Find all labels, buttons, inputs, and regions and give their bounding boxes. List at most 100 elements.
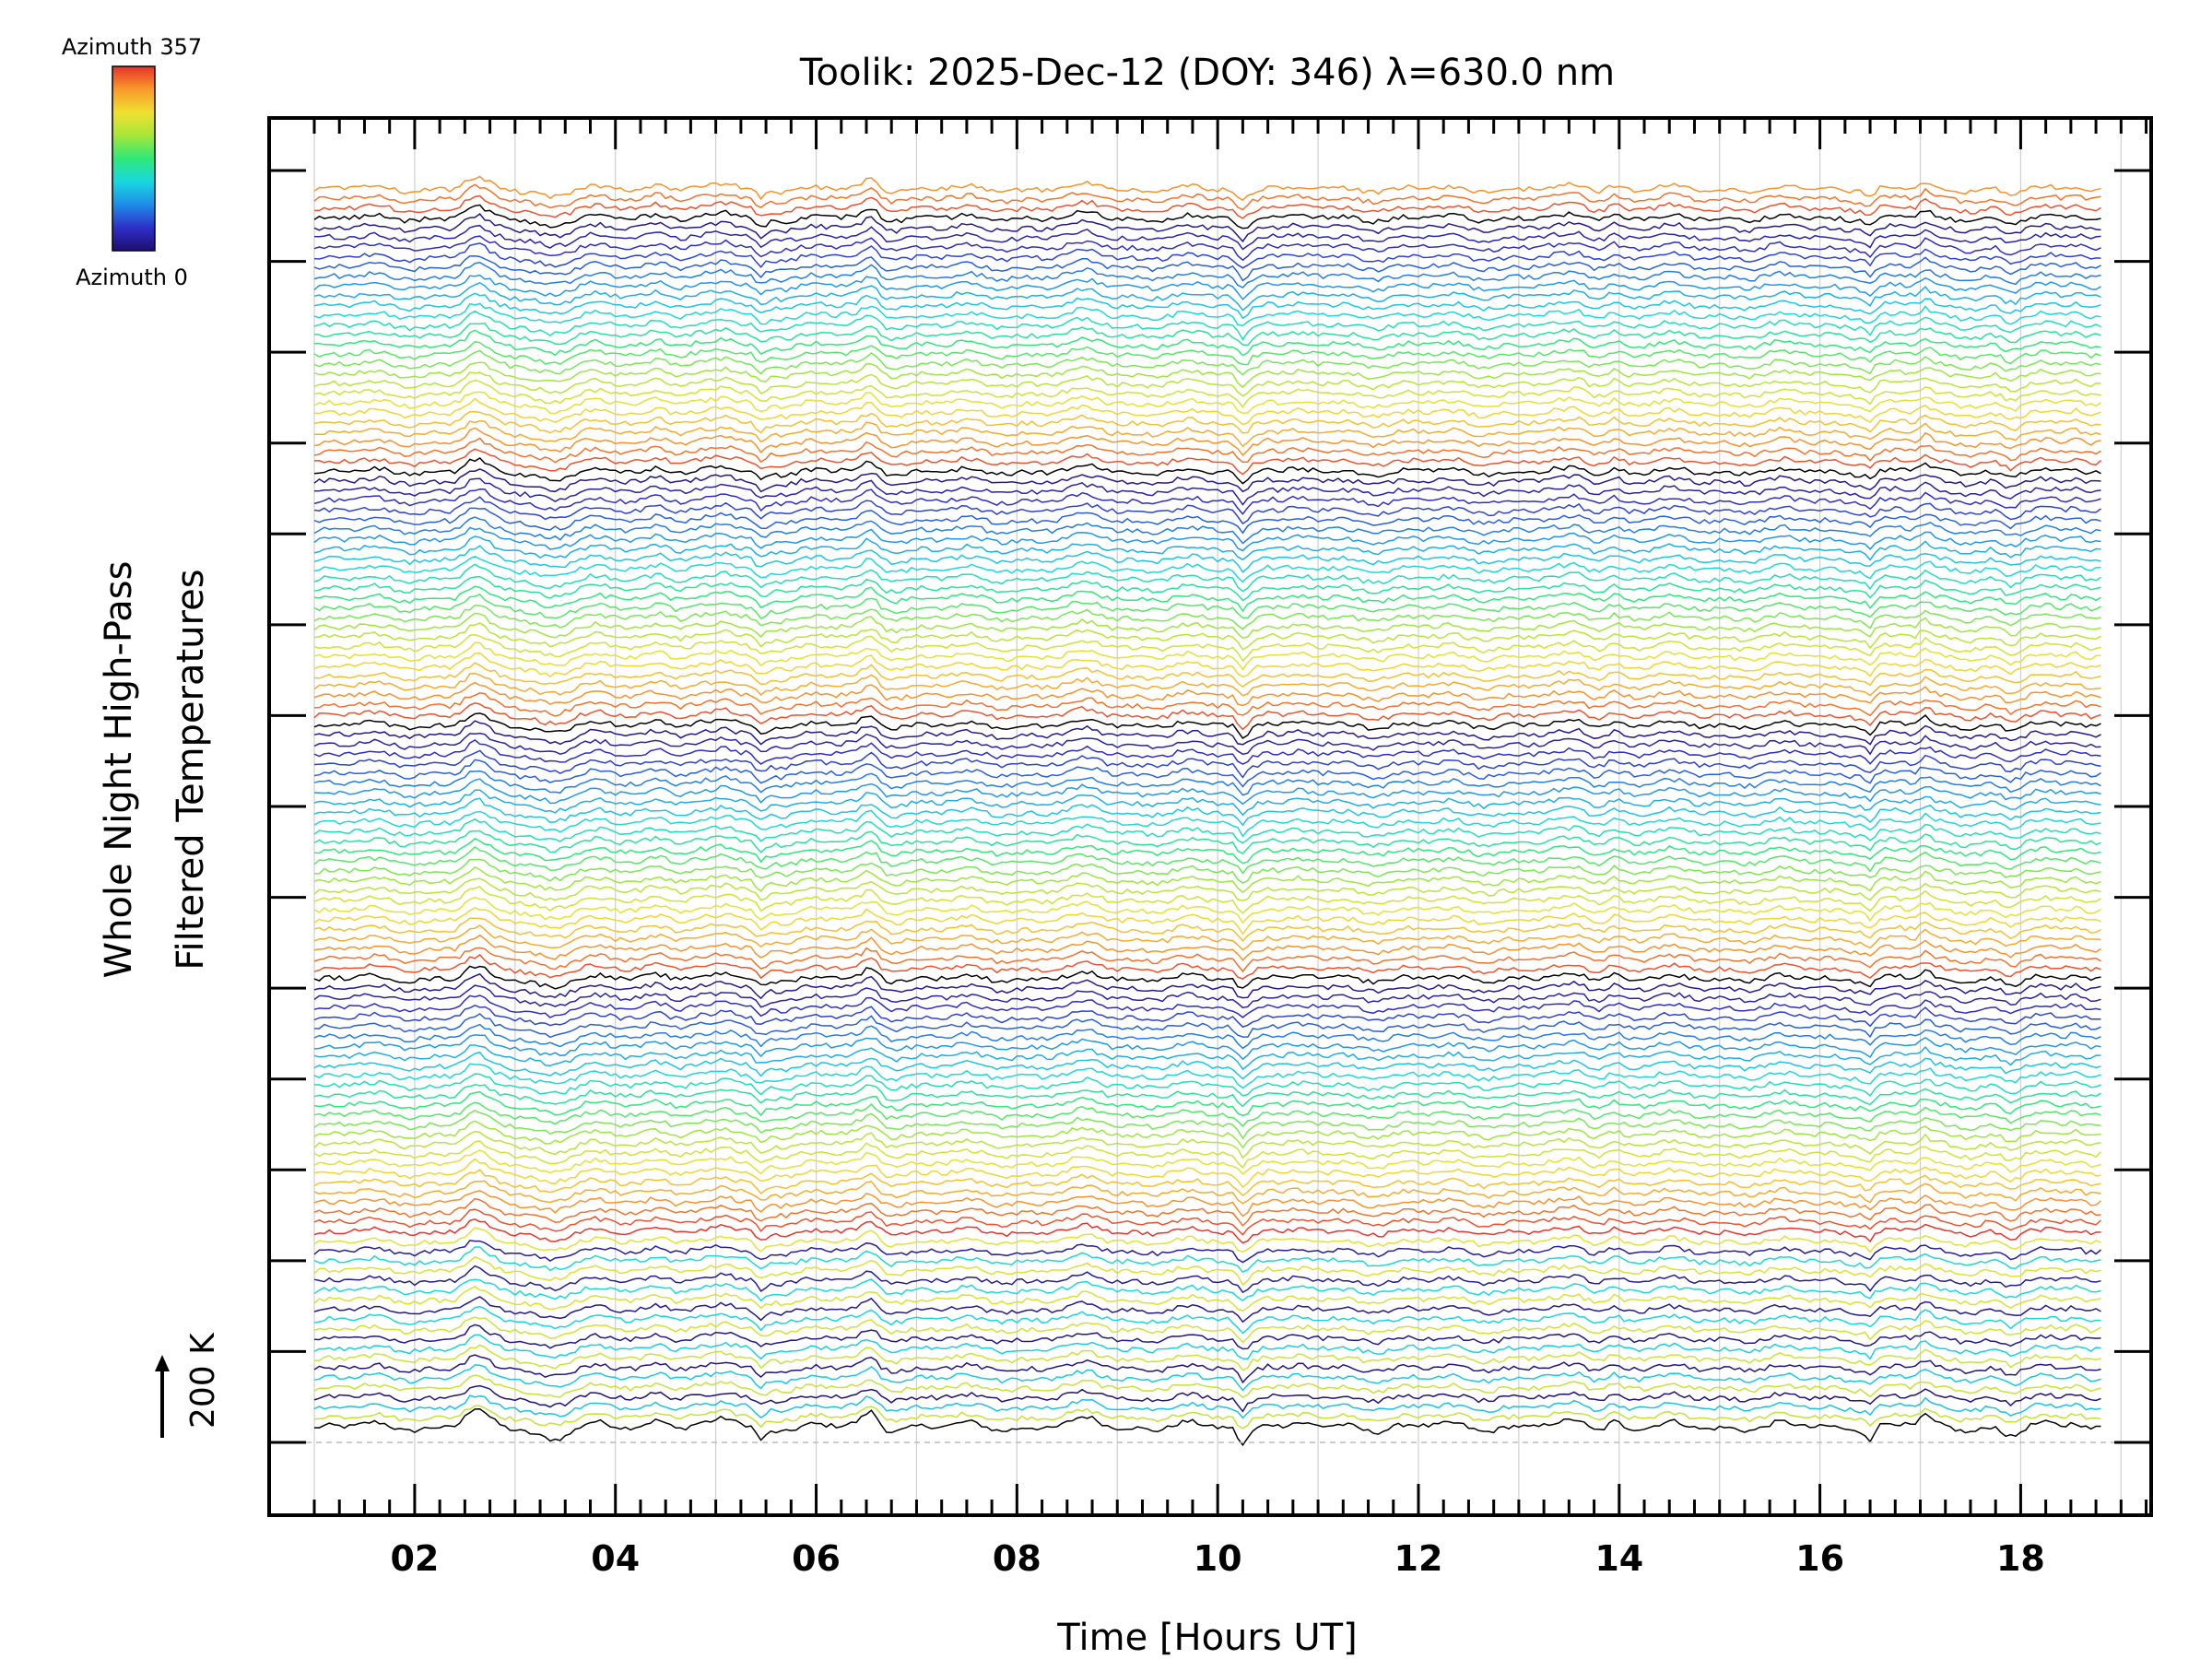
- series-line: [313, 947, 2101, 973]
- series-line: [313, 1190, 2101, 1218]
- x-tick-label: 14: [1594, 1538, 1643, 1579]
- series-line: [313, 633, 2101, 663]
- vertical-gridlines: [313, 122, 2122, 1512]
- series-line: [313, 457, 2101, 485]
- series-line: [313, 496, 2101, 525]
- series-line: [313, 329, 2101, 357]
- plot-frame: [267, 116, 2153, 1517]
- series-line: [313, 545, 2101, 573]
- series-line: [313, 361, 2101, 389]
- series-line: [313, 1139, 2102, 1170]
- axis-ticks: [269, 118, 2151, 1515]
- series-line: [313, 1316, 2101, 1344]
- series-line: [313, 1034, 2101, 1061]
- x-tick-label: 08: [993, 1538, 1041, 1579]
- series-line: [313, 1324, 2101, 1350]
- series-line: [313, 612, 2101, 640]
- series-line: [313, 1218, 2101, 1244]
- temperature-scale-bar: 200 K: [155, 1332, 222, 1438]
- series-line: [313, 310, 2101, 341]
- series-line: [313, 1286, 2101, 1312]
- series-line: [313, 1197, 2101, 1227]
- x-tick-labels: 02 04 06 08 10 12 14 16 18: [390, 1538, 2044, 1579]
- x-tick-label: 16: [1795, 1538, 1844, 1579]
- series-line: [313, 984, 2101, 1009]
- series-line: [313, 516, 2101, 545]
- series-line: [313, 212, 2101, 243]
- series-line: [313, 652, 2101, 678]
- series-line: [313, 526, 2101, 552]
- x-tick-label: 12: [1394, 1538, 1443, 1579]
- series-line: [313, 419, 2101, 448]
- series-line: [313, 427, 2101, 457]
- series-line: [313, 235, 2101, 262]
- series-line: [313, 379, 2101, 408]
- series-line: [313, 702, 2101, 731]
- series-line: [313, 896, 2101, 924]
- legend-top-label: Azimuth 357: [62, 34, 202, 60]
- series-line: [313, 972, 2101, 1000]
- series-line: [313, 1240, 2101, 1264]
- series-line: [313, 1090, 2101, 1117]
- series-line: [314, 1407, 2101, 1447]
- series-line: [313, 789, 2101, 817]
- series-line: [313, 371, 2101, 397]
- series-line: [313, 924, 2101, 951]
- series-line: [313, 770, 2101, 796]
- series-line: [313, 594, 2101, 620]
- series-line: [313, 1334, 2101, 1360]
- series-line: [313, 1394, 2101, 1419]
- y-axis-label-line-2: Filtered Temperatures: [170, 569, 212, 970]
- y-axis-label: Whole Night High-Pass Filtered Temperatu…: [98, 561, 212, 979]
- series-line: [313, 809, 2101, 838]
- chart-title: Toolik: 2025-Dec-12 (DOY: 346) λ=630.0 n…: [799, 52, 1615, 94]
- series-line: [313, 692, 2101, 717]
- series-line: [313, 818, 2101, 844]
- series-line: [313, 262, 2101, 288]
- x-tick-label: 10: [1194, 1538, 1242, 1579]
- x-tick-label: 06: [792, 1538, 841, 1579]
- series-line: [313, 1169, 2101, 1197]
- series-line: [313, 877, 2101, 901]
- series-line: [313, 468, 2101, 493]
- series-line: [313, 1051, 2101, 1080]
- series-line: [313, 411, 2101, 434]
- series-line: [313, 759, 2101, 788]
- series-line: [313, 622, 2101, 651]
- series-line: [313, 837, 2101, 865]
- series-line: [314, 1012, 2101, 1039]
- series-line: [313, 575, 2101, 602]
- series-line: [313, 1023, 2101, 1050]
- series-line: [313, 292, 2101, 320]
- series-line: [313, 183, 2101, 211]
- series-line: [313, 732, 2101, 756]
- series-line: [313, 1256, 2101, 1287]
- series-line: [313, 845, 2101, 875]
- series-line: [313, 1004, 2101, 1029]
- series-line: [313, 1374, 2101, 1399]
- series-line: [313, 994, 2101, 1018]
- series-line: [313, 886, 2101, 914]
- series-line: [313, 1208, 2101, 1236]
- series-line: [313, 224, 2101, 251]
- series-line: [313, 778, 2101, 806]
- series-line: [313, 662, 2101, 688]
- x-tick-label: 02: [390, 1538, 439, 1579]
- series-line: [313, 1265, 2101, 1294]
- series-line: [313, 1158, 2101, 1189]
- series-line: [313, 555, 2101, 583]
- series-line: [313, 323, 2101, 347]
- series-line: [313, 738, 2101, 765]
- series-line: [313, 1405, 2101, 1430]
- series-line: [313, 797, 2101, 827]
- series-line: [313, 204, 2101, 229]
- series-line: [313, 830, 2101, 855]
- series-line: [313, 865, 2101, 894]
- series-line: [313, 535, 2101, 561]
- series-line: [313, 1364, 2101, 1392]
- series-line: [313, 1101, 2101, 1127]
- series-line: [313, 507, 2101, 535]
- series-group: [313, 175, 2102, 1447]
- x-tick-label: 04: [591, 1538, 640, 1579]
